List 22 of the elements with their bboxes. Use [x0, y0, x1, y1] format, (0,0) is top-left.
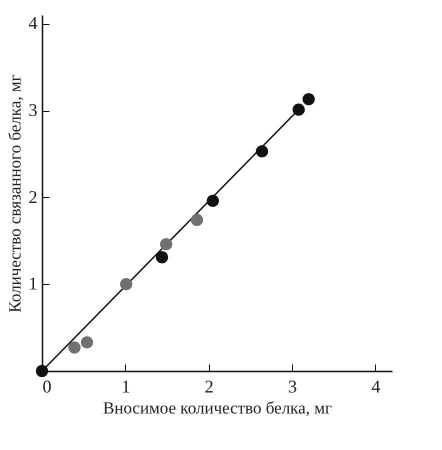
point — [120, 278, 132, 290]
y-tick-label: 3 — [28, 100, 38, 120]
x-tick-label: 2 — [204, 376, 214, 396]
x-tick-label: 0 — [42, 376, 52, 396]
y-tick-label: 2 — [28, 186, 38, 207]
x-axis-title: Вносимое количество белка, мг — [103, 398, 332, 418]
point — [256, 145, 268, 158]
point — [160, 238, 172, 250]
point — [36, 364, 48, 378]
x-tick-label: 4 — [371, 376, 380, 396]
point — [292, 104, 305, 116]
y-tick-label: 4 — [28, 13, 38, 34]
point — [68, 341, 81, 354]
x-tick-label: 3 — [288, 376, 297, 396]
y-tick-label: 1 — [28, 274, 38, 294]
x-tick-label: 1 — [121, 376, 130, 396]
point — [80, 336, 94, 348]
point — [302, 93, 315, 106]
point — [206, 194, 219, 207]
point — [190, 214, 204, 226]
y-axis-title: Количество связанного белка, мг — [6, 74, 24, 313]
point — [156, 251, 168, 264]
